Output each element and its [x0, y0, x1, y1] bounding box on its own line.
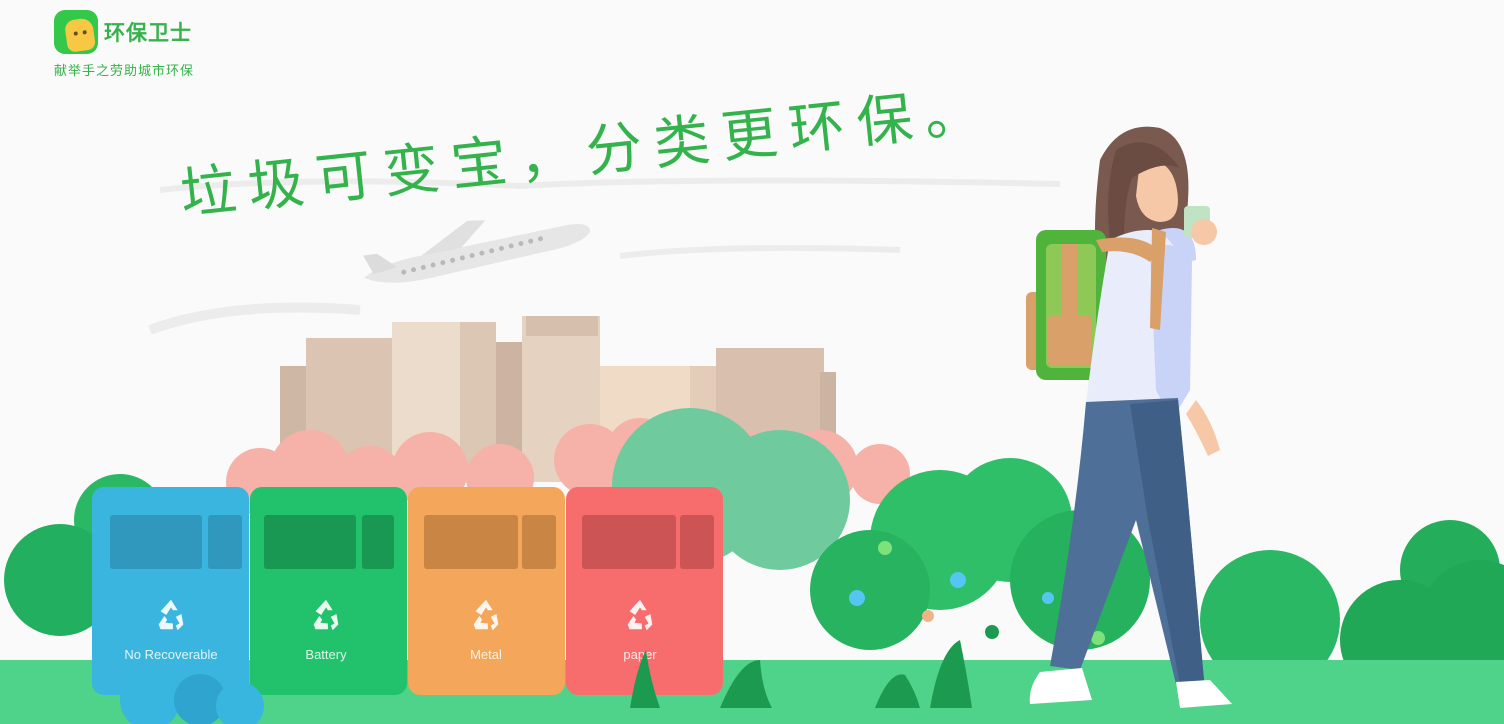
- airplane-icon: [363, 220, 590, 283]
- walking-girl-with-backpack: [1026, 126, 1232, 708]
- bin-metal[interactable]: Metal: [408, 487, 565, 695]
- bin-battery[interactable]: Battery: [250, 487, 407, 695]
- bin-label: paper: [623, 647, 657, 662]
- mascot-logo-icon: [54, 10, 98, 54]
- clouds: [148, 177, 1061, 335]
- bin-paper[interactable]: paper: [566, 487, 723, 695]
- brand[interactable]: 环保卫士 献举手之劳助城市环保: [54, 10, 194, 79]
- bin-label: Metal: [470, 647, 502, 662]
- bin-label: Battery: [305, 647, 347, 662]
- brand-name: 环保卫士: [104, 21, 192, 45]
- bin-label: No Recoverable: [124, 647, 217, 662]
- front-shrubs: [120, 640, 972, 724]
- bin-no-recoverable[interactable]: No Recoverable: [92, 487, 249, 695]
- brand-tagline: 献举手之劳助城市环保: [54, 64, 195, 79]
- recycle-bins: No Recoverable Battery Metal paper: [92, 487, 723, 695]
